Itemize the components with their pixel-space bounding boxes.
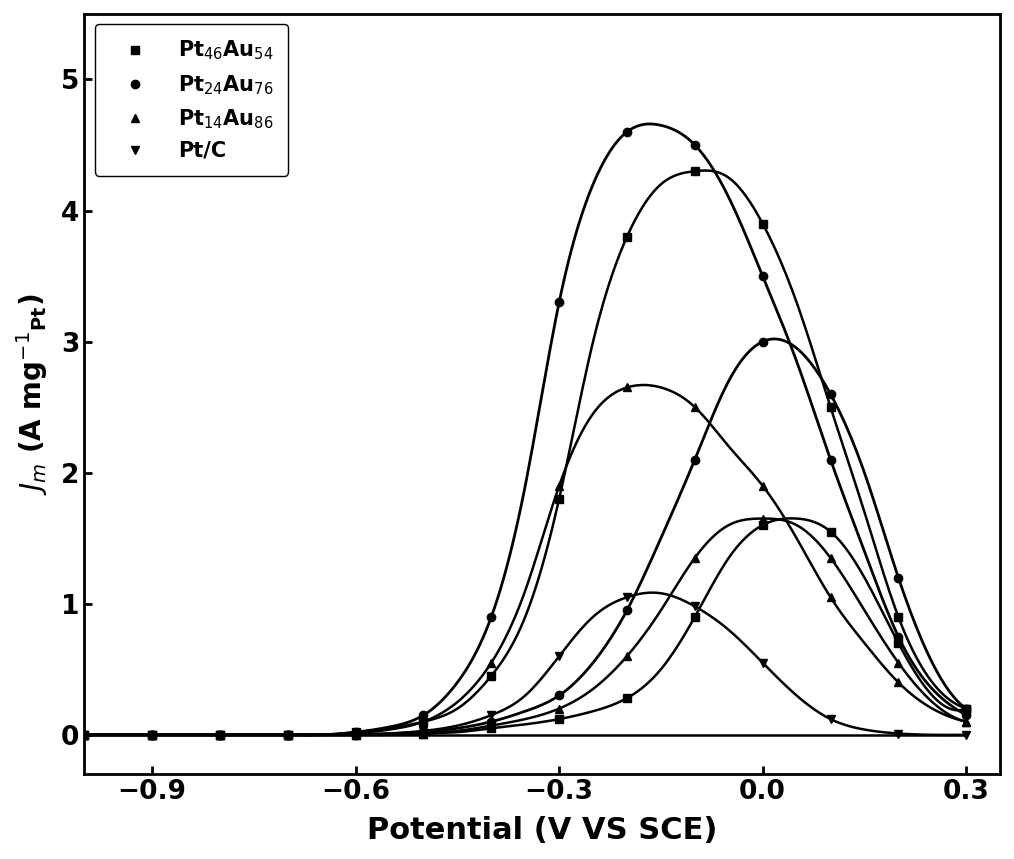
- Pt$_{14}$Au$_{86}$: [824, 592, 837, 602]
- Pt/C: [78, 729, 90, 740]
- Pt$_{14}$Au$_{86}$: [621, 382, 633, 393]
- Pt$_{46}$Au$_{54}$: [350, 727, 362, 737]
- Line: Pt$_{24}$Au$_{76}$: Pt$_{24}$Au$_{76}$: [80, 128, 970, 739]
- Pt$_{14}$Au$_{86}$: [486, 658, 498, 668]
- X-axis label: Potential (V VS SCE): Potential (V VS SCE): [367, 816, 717, 845]
- Pt/C: [282, 729, 294, 740]
- Pt$_{24}$Au$_{76}$: [689, 140, 701, 150]
- Pt/C: [146, 729, 158, 740]
- Pt/C: [553, 651, 565, 661]
- Pt$_{24}$Au$_{76}$: [350, 727, 362, 737]
- Pt$_{14}$Au$_{86}$: [892, 677, 904, 687]
- Pt$_{46}$Au$_{54}$: [892, 612, 904, 622]
- Pt$_{46}$Au$_{54}$: [146, 729, 158, 740]
- Pt$_{46}$Au$_{54}$: [214, 729, 226, 740]
- Line: Pt$_{46}$Au$_{54}$: Pt$_{46}$Au$_{54}$: [80, 167, 970, 739]
- Pt$_{14}$Au$_{86}$: [78, 729, 90, 740]
- Pt$_{24}$Au$_{76}$: [146, 729, 158, 740]
- Pt$_{46}$Au$_{54}$: [553, 494, 565, 504]
- Pt/C: [486, 710, 498, 721]
- Pt$_{46}$Au$_{54}$: [282, 729, 294, 740]
- Pt$_{24}$Au$_{76}$: [418, 710, 430, 721]
- Pt$_{24}$Au$_{76}$: [553, 297, 565, 308]
- Pt/C: [960, 729, 972, 740]
- Pt$_{14}$Au$_{86}$: [553, 481, 565, 491]
- Pt/C: [756, 658, 769, 668]
- Pt/C: [689, 601, 701, 612]
- Pt$_{46}$Au$_{54}$: [486, 671, 498, 681]
- Pt$_{14}$Au$_{86}$: [418, 716, 430, 727]
- Pt$_{46}$Au$_{54}$: [78, 729, 90, 740]
- Pt$_{24}$Au$_{76}$: [960, 710, 972, 721]
- Pt$_{24}$Au$_{76}$: [282, 729, 294, 740]
- Pt$_{14}$Au$_{86}$: [756, 481, 769, 491]
- Pt$_{46}$Au$_{54}$: [621, 232, 633, 242]
- Line: Pt/C: Pt/C: [80, 593, 970, 739]
- Pt$_{14}$Au$_{86}$: [146, 729, 158, 740]
- Pt$_{46}$Au$_{54}$: [756, 218, 769, 228]
- Pt$_{14}$Au$_{86}$: [689, 402, 701, 412]
- Pt$_{14}$Au$_{86}$: [214, 729, 226, 740]
- Line: Pt$_{14}$Au$_{86}$: Pt$_{14}$Au$_{86}$: [80, 383, 970, 739]
- Pt$_{24}$Au$_{76}$: [486, 612, 498, 622]
- Pt$_{14}$Au$_{86}$: [350, 728, 362, 739]
- Pt$_{46}$Au$_{54}$: [960, 704, 972, 714]
- Pt$_{24}$Au$_{76}$: [78, 729, 90, 740]
- Y-axis label: $J_m$ (A mg$^{-1}$$_{\mathregular{Pt}}$): $J_m$ (A mg$^{-1}$$_{\mathregular{Pt}}$): [14, 293, 50, 495]
- Pt/C: [214, 729, 226, 740]
- Pt$_{46}$Au$_{54}$: [689, 166, 701, 176]
- Pt$_{46}$Au$_{54}$: [824, 402, 837, 412]
- Pt/C: [418, 726, 430, 736]
- Pt$_{46}$Au$_{54}$: [418, 716, 430, 727]
- Pt$_{24}$Au$_{76}$: [756, 271, 769, 281]
- Pt/C: [350, 729, 362, 740]
- Pt$_{24}$Au$_{76}$: [214, 729, 226, 740]
- Pt/C: [824, 714, 837, 724]
- Pt/C: [892, 728, 904, 739]
- Pt$_{14}$Au$_{86}$: [282, 729, 294, 740]
- Pt$_{24}$Au$_{76}$: [892, 631, 904, 642]
- Legend: Pt$_{46}$Au$_{54}$, Pt$_{24}$Au$_{76}$, Pt$_{14}$Au$_{86}$, Pt/C: Pt$_{46}$Au$_{54}$, Pt$_{24}$Au$_{76}$, …: [94, 24, 288, 175]
- Pt$_{14}$Au$_{86}$: [960, 716, 972, 727]
- Pt$_{24}$Au$_{76}$: [824, 454, 837, 465]
- Pt/C: [621, 592, 633, 602]
- Pt$_{24}$Au$_{76}$: [621, 127, 633, 137]
